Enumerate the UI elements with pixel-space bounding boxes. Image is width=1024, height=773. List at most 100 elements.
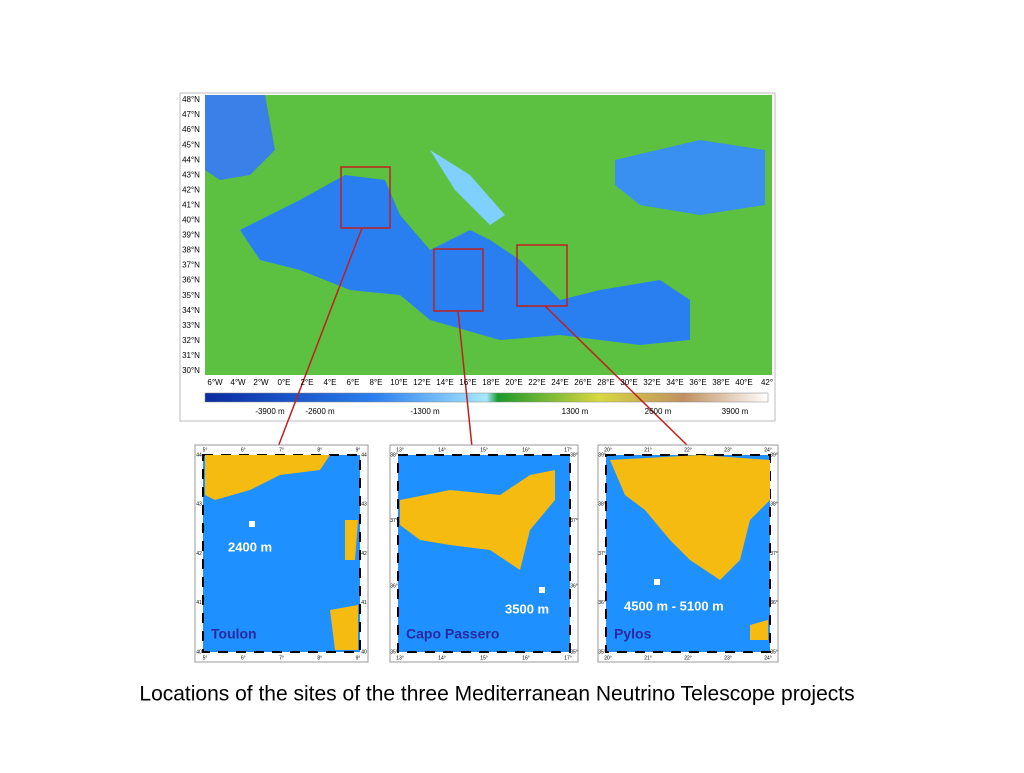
inset-lon-tick: 20° (604, 655, 612, 661)
lon-label: 20°E (505, 378, 522, 387)
site-marker (539, 587, 545, 593)
lat-label: 42°N (182, 185, 200, 194)
connector (277, 227, 363, 448)
lat-label: 30°N (182, 366, 200, 375)
lat-label: 36°N (182, 276, 200, 285)
inset-lat-tick: 35° (598, 649, 606, 655)
inset-lat-tick: 37° (770, 551, 778, 557)
lon-label: 8°E (370, 378, 383, 387)
site-depth: 3500 m (505, 601, 549, 616)
inset-lon-tick: 23° (724, 447, 732, 453)
inset-lon-tick: 15° (480, 655, 488, 661)
inset-lat-tick: 35° (770, 649, 778, 655)
inset-lon-tick: 21° (644, 655, 652, 661)
site-name: Pylos (614, 626, 652, 642)
inset-lat-tick: 43 (196, 502, 202, 508)
inset-lon-tick: 22° (684, 655, 692, 661)
inset-lon-tick: 17° (564, 655, 572, 661)
lat-label: 39°N (182, 231, 200, 240)
site-box (340, 166, 391, 229)
caption: Locations of the sites of the three Medi… (139, 683, 854, 706)
inset-lat-tick: 36° (770, 600, 778, 606)
colorbar-label: 3900 m (722, 407, 749, 416)
inset-land (610, 455, 770, 640)
inset-lat-tick: 41 (361, 600, 367, 606)
inset-lat-tick: 40 (196, 649, 202, 655)
lon-label: 4°W (230, 378, 246, 387)
lon-label: 18°E (482, 378, 499, 387)
site-box (516, 244, 568, 307)
colorbar (204, 392, 769, 403)
inset-lon-tick: 20° (604, 447, 612, 453)
site-marker (654, 579, 660, 585)
inset-lat-tick: 44 (361, 452, 367, 458)
lon-label: 16°E (459, 378, 476, 387)
inset-lon-tick: 13° (396, 655, 404, 661)
sea (615, 140, 765, 215)
lon-label: 12°E (413, 378, 430, 387)
inset-land (400, 470, 555, 570)
lat-label: 35°N (182, 291, 200, 300)
lat-label: 43°N (182, 170, 200, 179)
connector (544, 305, 691, 449)
colorbar-label: 1300 m (562, 407, 589, 416)
inset-lat-tick: 37° (598, 551, 606, 557)
inset-lat-tick: 38° (598, 502, 606, 508)
lat-label: 45°N (182, 140, 200, 149)
inset-lat-tick: 42 (361, 551, 367, 557)
lon-label: 42° (761, 378, 773, 387)
inset-lat-tick: 36° (570, 584, 578, 590)
sea (240, 175, 690, 345)
inset-lon-tick: 24° (764, 655, 772, 661)
lon-label: 0°E (278, 378, 291, 387)
lon-label: 6°E (347, 378, 360, 387)
site-name: Capo Passero (406, 626, 499, 642)
map (205, 95, 772, 375)
lon-label: 4°E (324, 378, 337, 387)
inset-lat-tick: 38° (570, 452, 578, 458)
lon-label: 34°E (666, 378, 683, 387)
inset-lat-tick: 35° (390, 649, 398, 655)
lon-label: 24°E (551, 378, 568, 387)
lon-label: 40°E (735, 378, 752, 387)
inset-lon-tick: 9° (356, 655, 361, 661)
lat-label: 48°N (182, 95, 200, 104)
colorbar-label: 2600 m (645, 407, 672, 416)
lon-label: 6°W (207, 378, 223, 387)
inset-lon-tick: 13° (396, 447, 404, 453)
sea (430, 150, 505, 225)
inset-lat-tick: 39° (770, 452, 778, 458)
inset-lon-tick: 15° (480, 447, 488, 453)
lat-label: 32°N (182, 336, 200, 345)
inset-lon-tick: 24° (764, 447, 772, 453)
inset-lat-tick: 44 (196, 452, 202, 458)
lat-label: 44°N (182, 155, 200, 164)
inset-lon-tick: 6° (241, 447, 246, 453)
colorbar-label: -1300 m (410, 407, 440, 416)
lon-label: 32°E (643, 378, 660, 387)
lat-label: 46°N (182, 125, 200, 134)
site-depth: 2400 m (228, 539, 272, 554)
lon-label: 14°E (436, 378, 453, 387)
colorbar-label: -2600 m (305, 407, 335, 416)
inset-lon-tick: 6° (241, 655, 246, 661)
inset-lat-tick: 38° (390, 452, 398, 458)
inset-lat-tick: 42 (196, 551, 202, 557)
inset-lon-tick: 7° (279, 447, 284, 453)
inset-lat-tick: 35° (570, 649, 578, 655)
lat-label: 41°N (182, 200, 200, 209)
lon-label: 2°E (301, 378, 314, 387)
lon-label: 30°E (620, 378, 637, 387)
inset-lon-tick: 14° (438, 447, 446, 453)
inset-lon-tick: 7° (279, 655, 284, 661)
inset-lon-tick: 23° (724, 655, 732, 661)
inset-lon-tick: 8° (317, 447, 322, 453)
inset-lat-tick: 43 (361, 502, 367, 508)
lon-label: 2°W (253, 378, 269, 387)
inset-lon-tick: 16° (522, 655, 530, 661)
inset-lon-tick: 8° (317, 655, 322, 661)
lat-label: 34°N (182, 306, 200, 315)
inset-lon-tick: 22° (684, 447, 692, 453)
sea (205, 95, 275, 180)
